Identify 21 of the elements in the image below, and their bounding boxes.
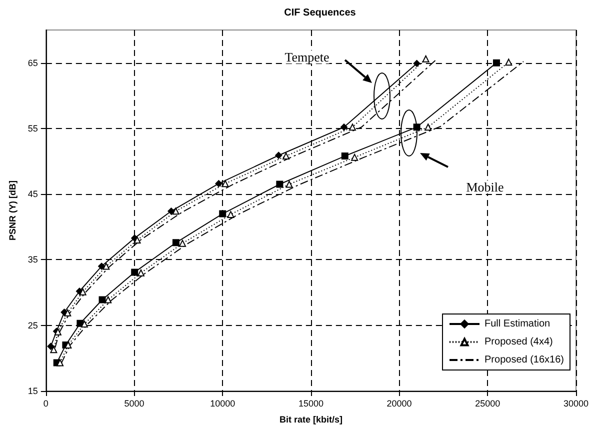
x-tick-label: 0 (43, 398, 48, 408)
y-tick-label: 25 (28, 320, 38, 330)
y-tick-label: 55 (28, 123, 38, 134)
y-tick-label: 65 (28, 58, 38, 68)
annotation: Tempete (284, 50, 330, 64)
y-tick-label: 45 (28, 189, 38, 200)
legend-label: Full Estimation (484, 318, 550, 330)
x-tick-label: 30000 (563, 398, 589, 408)
y-axis-title: PSNR (Y) [dB] (8, 180, 18, 240)
x-tick-label: 10000 (210, 398, 236, 408)
x-axis-title: Bit rate [kbit/s] (279, 414, 342, 424)
x-tick-label: 15000 (298, 398, 324, 408)
y-tick-label: 15 (28, 386, 38, 396)
chart-title: CIF Sequences (284, 8, 356, 18)
annotation: Mobile (466, 180, 504, 194)
y-tick-label: 35 (28, 254, 38, 265)
legend-label: Proposed (4x4) (484, 336, 553, 348)
legend-label: Proposed (16x16) (484, 354, 564, 366)
x-tick-label: 5000 (124, 398, 144, 408)
x-tick-label: 25000 (475, 398, 500, 408)
x-tick-label: 20000 (386, 398, 412, 408)
